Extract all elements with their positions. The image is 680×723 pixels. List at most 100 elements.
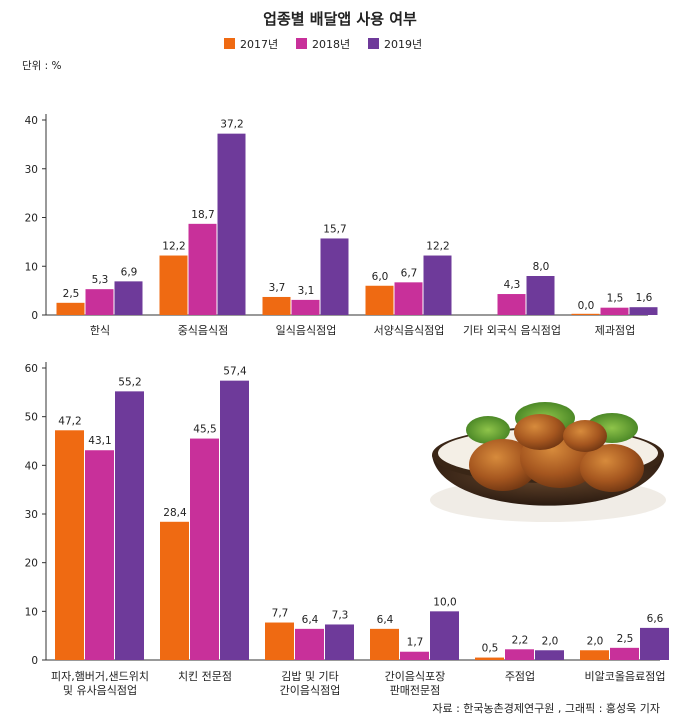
bar-value-label: 7,7	[272, 608, 289, 620]
bar	[505, 649, 534, 660]
bar	[190, 438, 219, 660]
bar	[160, 521, 189, 660]
bar	[85, 450, 114, 660]
bar	[394, 282, 423, 315]
bar-value-label: 1,6	[636, 292, 653, 304]
bar	[600, 307, 629, 315]
category-label: 김밥 및 기타	[281, 670, 339, 683]
bar-value-label: 0,5	[482, 643, 499, 655]
bar-value-label: 6,4	[377, 614, 394, 626]
fried-chicken-basket-illustration	[430, 402, 666, 522]
bar-value-label: 57,4	[223, 366, 247, 378]
legend-swatch	[368, 38, 379, 49]
category-label: 간이음식점업	[280, 684, 341, 697]
bar-value-label: 1,5	[607, 293, 624, 305]
bar-value-label: 2,0	[587, 635, 604, 647]
bar	[423, 255, 452, 315]
bar	[56, 302, 85, 315]
bar	[610, 647, 639, 660]
bar-value-label: 2,5	[63, 288, 80, 300]
category-label: 한식	[90, 324, 110, 337]
category-label: 피자,햄버거,샌드위치	[51, 670, 149, 683]
bar-value-label: 4,3	[504, 279, 521, 291]
bar-value-label: 6,6	[647, 613, 664, 625]
category-label: 및 유사음식점업	[63, 684, 137, 697]
bar	[85, 289, 114, 315]
y-tick-label: 30	[25, 164, 38, 176]
bar-value-label: 45,5	[193, 424, 216, 436]
bar-value-label: 3,1	[298, 285, 315, 297]
bar	[55, 430, 84, 660]
bar-value-label: 28,4	[163, 507, 187, 519]
source-credit: 자료 : 한국농촌경제연구원 , 그래픽 : 홍성욱 기자	[432, 701, 660, 715]
bar	[295, 628, 324, 660]
bar	[320, 238, 349, 315]
bar-value-label: 1,7	[407, 637, 424, 649]
bar	[217, 133, 246, 315]
bar-value-label: 47,2	[58, 415, 81, 427]
category-label: 비알코올음료점업	[585, 669, 666, 683]
fried-chicken-icon	[563, 420, 607, 452]
chart-panel-top: 0 10 20 30 40 2,5 5,3 6,9 한식 12,2 18,7 37,2 중식음식점 3,7…	[25, 114, 658, 337]
category-label: 주점업	[505, 670, 535, 683]
category-label: 기타 외국식 음식점업	[463, 324, 561, 337]
bar-value-label: 12,2	[426, 241, 449, 253]
bar-value-label: 0,0	[578, 300, 595, 312]
bar	[400, 651, 429, 660]
bar-value-label: 5,3	[92, 274, 109, 286]
legend-label: 2018년	[312, 38, 350, 51]
bar	[526, 276, 555, 315]
bar-value-label: 43,1	[88, 435, 111, 447]
y-tick-label: 60	[25, 363, 38, 375]
y-tick-label: 10	[25, 606, 38, 618]
y-tick-label: 10	[25, 261, 38, 273]
category-label: 제과점업	[595, 324, 635, 337]
y-tick-label: 50	[25, 412, 38, 424]
y-tick-label: 20	[25, 213, 38, 225]
bar	[580, 650, 609, 660]
y-tick-label: 20	[25, 558, 38, 570]
bar	[370, 628, 399, 660]
bar	[497, 294, 526, 315]
bar-value-label: 7,3	[332, 609, 349, 621]
lettuce-leaf-icon	[466, 416, 510, 444]
legend-swatch	[224, 38, 235, 49]
y-tick-label: 0	[31, 310, 38, 322]
fried-chicken-icon	[580, 444, 644, 492]
bar-value-label: 8,0	[533, 261, 550, 273]
bar-value-label: 2,2	[512, 634, 529, 646]
bar	[262, 296, 291, 315]
bar	[159, 255, 188, 315]
fried-chicken-icon	[469, 439, 537, 491]
bar-value-label: 10,0	[433, 596, 456, 608]
bar-value-label: 15,7	[323, 223, 346, 235]
bar	[629, 307, 658, 315]
bar	[115, 391, 144, 660]
bar	[188, 223, 217, 315]
bar-value-label: 6,4	[302, 614, 319, 626]
category-label: 서양식음식점업	[374, 324, 445, 337]
y-tick-label: 40	[25, 115, 38, 127]
bar-value-label: 2,0	[542, 635, 559, 647]
bar	[291, 299, 320, 315]
bar	[365, 285, 394, 315]
category-label: 일식음식점업	[276, 323, 337, 337]
bar-value-label: 2,5	[617, 633, 634, 645]
unit-label: 단위 : %	[22, 59, 62, 72]
bar-value-label: 55,2	[118, 376, 141, 388]
bar-value-label: 6,0	[372, 271, 389, 283]
bar-value-label: 37,2	[220, 119, 243, 131]
legend-swatch	[296, 38, 307, 49]
bar-value-label: 18,7	[191, 209, 214, 221]
bar-value-label: 6,7	[401, 267, 418, 279]
bar	[265, 622, 294, 660]
category-label: 판매전문점	[390, 684, 441, 697]
category-label: 간이음식포장	[385, 670, 446, 683]
fried-chicken-icon	[514, 414, 566, 450]
bar	[640, 627, 669, 660]
bar-value-label: 12,2	[162, 241, 185, 253]
legend-label: 2019년	[384, 38, 422, 51]
legend: 2017년 2018년 2019년	[224, 38, 422, 51]
bar-value-label: 6,9	[121, 266, 138, 278]
